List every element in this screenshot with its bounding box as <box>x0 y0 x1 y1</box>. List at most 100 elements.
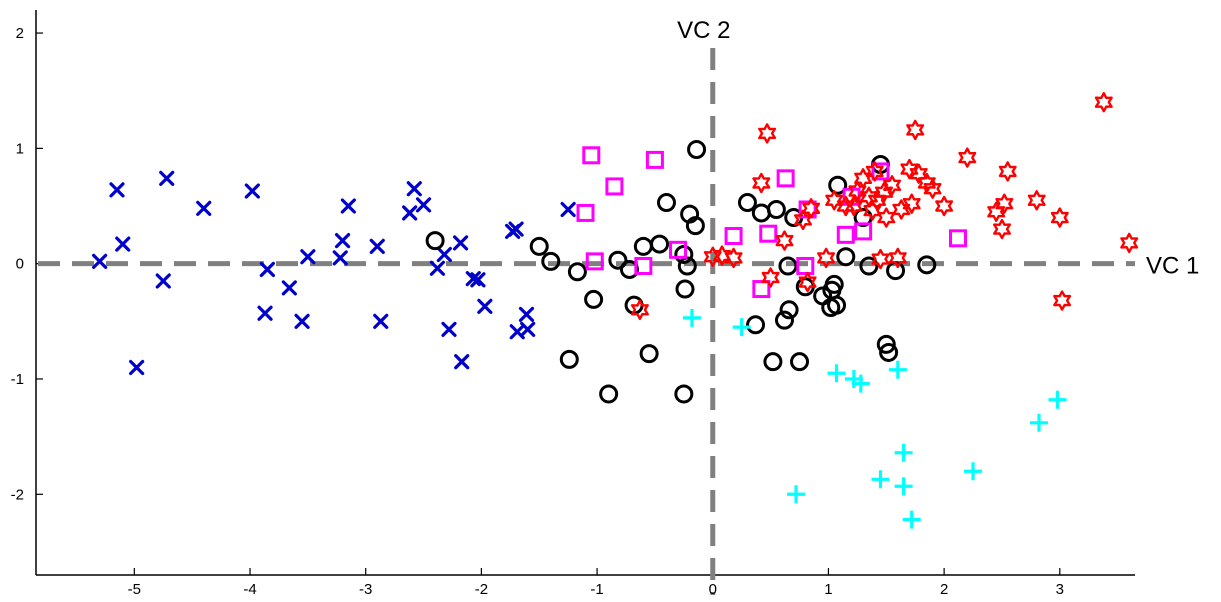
x-marker-point <box>334 233 351 249</box>
circle-marker-point <box>650 234 670 254</box>
x-marker-point <box>415 197 432 213</box>
circle-marker-point <box>656 193 676 213</box>
star-marker-point <box>875 182 893 203</box>
star-marker-point <box>752 172 771 194</box>
star-marker-point <box>817 247 836 269</box>
star-marker-point <box>630 299 649 320</box>
x-marker-point <box>332 250 348 266</box>
circle-marker-point <box>425 231 445 251</box>
plus-marker-point <box>827 364 846 383</box>
square-marker-point <box>759 224 778 243</box>
square-marker-point <box>776 169 795 188</box>
square-marker-point <box>724 227 743 245</box>
star-marker-point <box>906 119 925 141</box>
x-tick-label: -2 <box>475 581 488 598</box>
star-marker-point <box>854 168 873 189</box>
x-marker-point <box>281 280 297 296</box>
x-marker-point <box>244 183 260 199</box>
star-marker-point <box>802 198 821 219</box>
circle-marker-point <box>687 140 707 160</box>
star-marker-point <box>987 201 1006 222</box>
x-marker-point <box>441 321 457 337</box>
star-marker-point <box>1027 190 1046 211</box>
circle-marker-point <box>541 251 561 271</box>
circle-marker-point <box>824 274 844 294</box>
square-marker-point <box>585 252 604 271</box>
circle-marker-point <box>836 247 856 267</box>
reference-lines <box>38 48 1135 595</box>
star-marker-point <box>892 199 911 220</box>
circle-marker-point <box>790 352 810 372</box>
y-tick-label: 0 <box>16 256 24 273</box>
star-marker-point <box>703 246 722 267</box>
star-marker-point <box>798 271 817 293</box>
square-marker-point <box>798 200 817 219</box>
x-marker-point <box>159 170 175 186</box>
vc2-label: VC 2 <box>677 17 730 44</box>
x-marker-point <box>196 200 212 216</box>
circle-marker-point <box>674 244 694 264</box>
circle-marker-point <box>751 203 771 223</box>
star-marker-point <box>888 247 907 269</box>
star-marker-point <box>935 195 954 217</box>
circle-marker-point <box>737 193 757 213</box>
circle-marker-point <box>567 262 587 282</box>
x-marker-point <box>452 235 469 251</box>
star-marker-point <box>923 178 942 199</box>
star-marker-point <box>995 193 1014 214</box>
plus-marker-point <box>1048 390 1067 409</box>
circle-marker-point <box>879 342 899 362</box>
axes <box>35 10 1135 576</box>
star-marker-point <box>713 245 731 266</box>
y-tick-label: 2 <box>16 25 24 42</box>
star-marker-point <box>1053 290 1072 311</box>
circle-marker-point <box>599 384 619 404</box>
star-marker-point <box>865 161 884 182</box>
x-marker-point <box>294 313 310 329</box>
circle-marker-point <box>529 236 549 256</box>
star-marker-point <box>863 200 882 221</box>
plus-marker-point <box>682 308 701 327</box>
plus-marker-point <box>902 510 921 529</box>
circle-marker-point <box>674 384 694 404</box>
x-marker-point <box>454 354 470 370</box>
star-marker-point <box>902 193 921 214</box>
x-marker-point <box>429 260 446 276</box>
x-marker-point <box>369 238 385 254</box>
square-marker-point <box>854 222 873 241</box>
star-marker-point <box>998 161 1017 182</box>
square-marker-point <box>836 225 855 244</box>
labels: -5 -4 -3 -2 -1 0 1 2 3 -2 -1 0 1 2 VC 1 VC 2 <box>11 17 1200 598</box>
star-marker-point <box>724 247 743 269</box>
x-marker-point <box>155 273 171 289</box>
square-marker-point <box>669 240 688 259</box>
vc1-label: VC 1 <box>1146 253 1199 280</box>
plus-marker-point <box>894 443 913 462</box>
star-marker-point <box>871 248 890 270</box>
square-marker-point <box>752 280 771 299</box>
circle-marker-point <box>746 315 766 335</box>
circle-marker-point <box>619 259 639 279</box>
x-marker-point <box>115 236 131 252</box>
plus-marker-point <box>1029 413 1048 432</box>
circle-marker-point <box>778 256 798 276</box>
square-marker-point <box>796 256 815 275</box>
x-marker-point <box>257 305 273 321</box>
circle-marker-point <box>779 300 799 320</box>
x-tick-label: -3 <box>359 581 372 598</box>
star-marker-point <box>958 147 977 168</box>
x-marker-point <box>373 313 389 329</box>
circle-marker-point <box>766 199 786 219</box>
star-marker-point <box>825 190 844 211</box>
circle-marker-point <box>677 256 697 276</box>
circle-marker-point <box>859 256 879 276</box>
star-marker-point <box>993 218 1011 240</box>
square-marker-point <box>605 177 624 196</box>
star-marker-point <box>900 158 919 180</box>
plus-marker-point <box>894 477 913 496</box>
star-marker-point <box>1094 92 1113 113</box>
y-tick-label: 1 <box>16 140 24 157</box>
x-tick-label: 0 <box>709 581 717 598</box>
circle-marker-point <box>917 255 937 275</box>
